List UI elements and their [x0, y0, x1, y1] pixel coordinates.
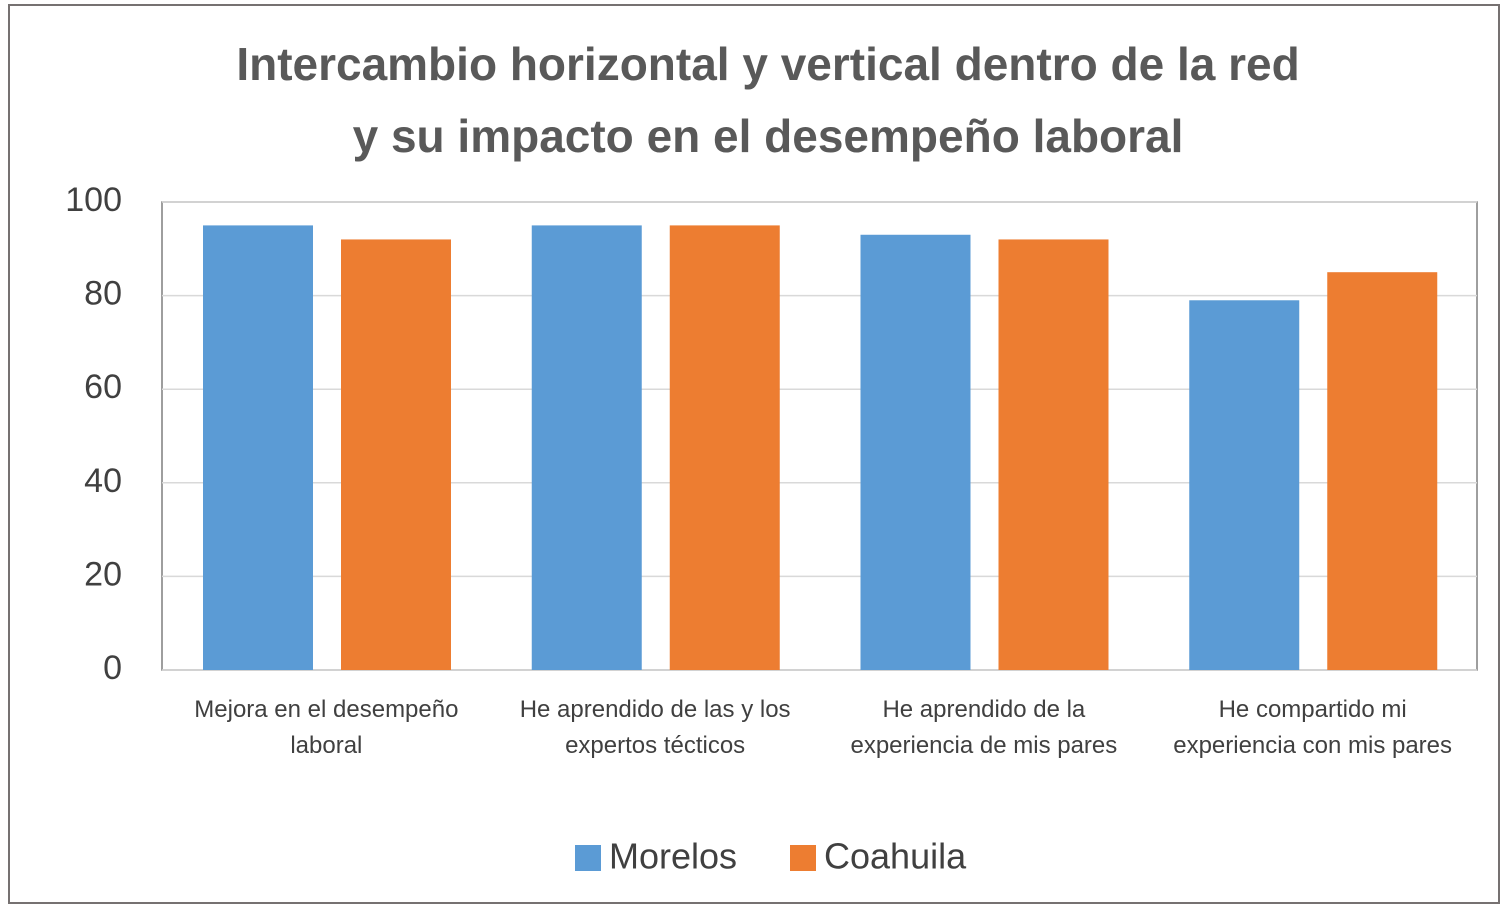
legend-label: Coahuila: [824, 836, 967, 877]
bar: [669, 225, 780, 670]
y-tick-label: 0: [103, 649, 122, 687]
x-tick-label: He aprendido de la experiencia de mis pa…: [850, 696, 1118, 759]
bar: [531, 225, 642, 670]
legend-swatch: [790, 845, 816, 871]
legend-label: Morelos: [609, 836, 737, 877]
y-tick-label: 40: [84, 462, 122, 500]
chart-title: Intercambio horizontal y vertical dentro…: [236, 38, 1299, 90]
bar: [203, 225, 313, 670]
legend-swatch: [575, 845, 601, 871]
x-tick-label: He compartido mi experiencia con mis par…: [1173, 696, 1453, 759]
chart-title: y su impacto en el desempeño laboral: [353, 110, 1184, 162]
y-tick-label: 60: [84, 368, 122, 406]
x-tick-label: He aprendido de las y los expertos técti…: [519, 696, 791, 759]
x-tick-label: Mejora en el desempeño laboral: [194, 696, 459, 759]
bar: [1327, 272, 1438, 670]
bar: [860, 234, 971, 670]
y-tick-label: 20: [84, 555, 122, 593]
y-tick-label: 100: [65, 181, 122, 219]
bar: [998, 239, 1109, 670]
bar: [1189, 300, 1300, 670]
bar: [341, 239, 451, 670]
y-tick-label: 80: [84, 275, 122, 313]
